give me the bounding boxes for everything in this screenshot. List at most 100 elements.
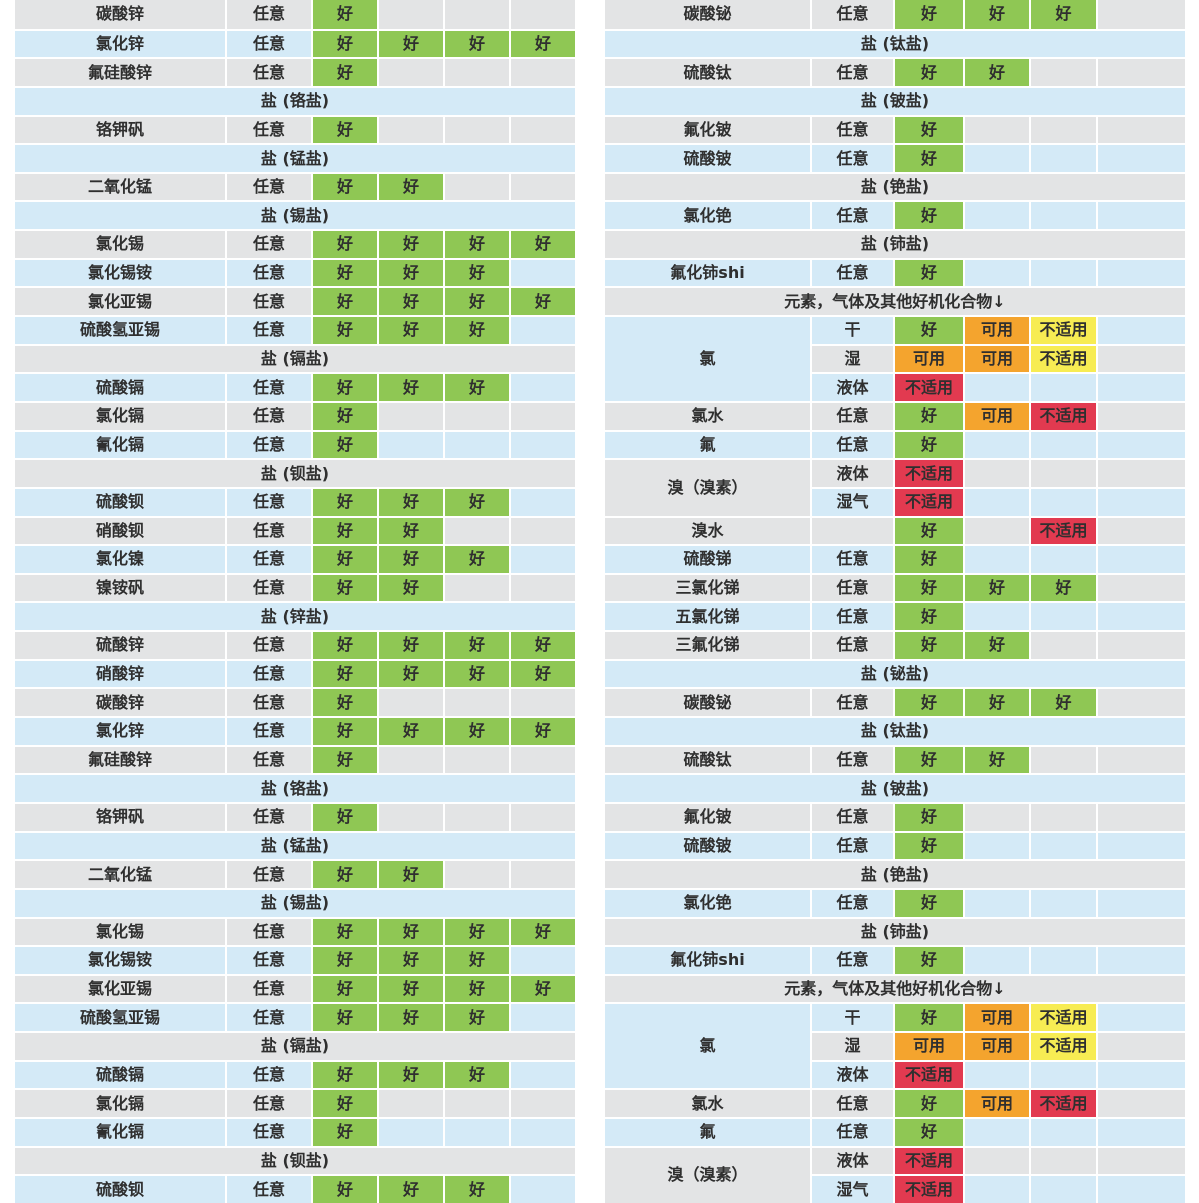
rating-cell: 好 <box>377 1176 443 1203</box>
condition: 任意 <box>810 1090 893 1117</box>
table-row-group: 溴（溴素） 液体 不适用 湿气 不适用 <box>605 1145 1185 1203</box>
rating-cell-empty <box>509 1176 575 1203</box>
rating-cell-empty <box>443 431 509 459</box>
rating-cell: 好 <box>893 746 963 774</box>
chemical-name: 氟硅酸锌 <box>15 746 225 774</box>
rating-cell: 好 <box>443 317 509 344</box>
chemical-name: 硫酸钡 <box>15 488 225 516</box>
rating-cell-empty <box>1029 59 1096 86</box>
chemical-name: 溴（溴素） <box>605 1147 810 1203</box>
table-row: 氰化镉 任意好 <box>15 1116 575 1146</box>
rating-cell-empty <box>1029 259 1096 287</box>
condition: 任意 <box>225 632 311 659</box>
rating-cell-empty <box>509 1118 575 1146</box>
section-header-row: 元素，气体及其他好机化合物↓ <box>605 973 1185 1003</box>
table-row: 硫酸钡 任意好好好 <box>15 486 575 516</box>
rating-cell: 好 <box>377 1004 443 1032</box>
rating-cell-empty <box>963 546 1029 573</box>
table-row: 氯化锡铵 任意好好好 <box>15 945 575 974</box>
rating-cell-empty <box>443 517 509 545</box>
condition: 任意 <box>225 173 311 201</box>
rating-cell: 好 <box>443 660 509 688</box>
rating-cell: 不适用 <box>1029 517 1096 545</box>
rating-cell: 好 <box>893 1118 963 1146</box>
table-row: 氯化铯 任意好 <box>605 200 1185 230</box>
rating-cell-empty <box>963 832 1029 860</box>
section-title: 盐 (铬盐) <box>15 775 575 802</box>
section-header-row: 盐 (铯盐) <box>605 171 1185 201</box>
rating-cell: 好 <box>893 202 963 230</box>
section-title: 盐 (铈盐) <box>605 231 1185 258</box>
rating-cell: 不适用 <box>893 1061 963 1089</box>
rating-cell: 不适用 <box>1029 402 1096 430</box>
table-subrow: 液体 不适用 <box>810 1059 1185 1089</box>
rating-cell-empty <box>509 402 575 430</box>
rating-cell-empty <box>1096 632 1185 659</box>
rating-cell-empty <box>377 59 443 86</box>
rating-cell-empty <box>963 889 1029 917</box>
section-title: 盐 (镉盐) <box>15 345 575 373</box>
table-row: 碳酸铋 任意好好好 <box>605 687 1185 717</box>
rating-cell: 好 <box>963 574 1029 602</box>
rating-cell-empty <box>963 517 1029 545</box>
table-row: 硫酸镉 任意好好好 <box>15 1059 575 1089</box>
table-row: 氯化亚锡 任意好好好好 <box>15 286 575 316</box>
table-row: 氟硅酸锌 任意好 <box>15 744 575 774</box>
table-row: 铬钾矾 任意好 <box>15 801 575 831</box>
rating-cell: 好 <box>377 517 443 545</box>
rating-cell-empty <box>963 259 1029 287</box>
group-subrows: 干好可用 不适用湿可用 可用 不适用 液体 不适用 <box>810 317 1185 401</box>
rating-cell-empty <box>1096 546 1185 573</box>
chemical-name: 硫酸锑 <box>605 546 810 573</box>
rating-cell: 好 <box>377 947 443 974</box>
rating-cell: 好 <box>509 975 575 1003</box>
rating-cell-empty <box>1029 374 1096 401</box>
section-header-row: 盐 (钛盐) <box>605 716 1185 745</box>
table-row: 硫酸氢亚锡 任意好好好 <box>15 1002 575 1032</box>
rating-cell-empty <box>509 59 575 86</box>
rating-cell: 好 <box>377 173 443 201</box>
section-header-row: 盐 (铋盐) <box>605 658 1185 688</box>
table-row: 氯化锌 任意好好好好 <box>15 28 575 58</box>
section-header-row: 盐 (钛盐) <box>605 28 1185 58</box>
chemical-name: 氟化铈shi <box>605 259 810 287</box>
chemical-name: 氯化锌 <box>15 718 225 745</box>
chemical-name: 氯化亚锡 <box>15 288 225 316</box>
rating-cell-empty <box>1096 402 1185 430</box>
table-row-group: 氯干好可用 不适用湿可用 可用 不适用 液体 不适用 <box>605 315 1185 401</box>
rating-cell: 好 <box>443 259 509 287</box>
rating-cell: 好 <box>509 30 575 58</box>
rating-cell: 可用 <box>893 345 963 373</box>
condition: 任意 <box>810 202 893 230</box>
rating-cell-empty <box>963 1061 1029 1089</box>
rating-cell: 好 <box>893 317 963 344</box>
rating-cell: 好 <box>311 1090 377 1117</box>
rating-cell: 好 <box>311 718 377 745</box>
rating-cell: 好 <box>311 546 377 573</box>
rating-cell: 好 <box>311 947 377 974</box>
section-title: 盐 (铍盐) <box>605 87 1185 115</box>
condition: 任意 <box>225 59 311 86</box>
rating-cell: 好 <box>893 517 963 545</box>
condition: 任意 <box>225 861 311 888</box>
rating-cell-empty <box>509 1090 575 1117</box>
rating-cell: 好 <box>443 918 509 946</box>
rating-cell-empty <box>1096 431 1185 459</box>
rating-cell: 好 <box>509 718 575 745</box>
table-subrow: 干好可用 不适用 <box>810 1004 1185 1032</box>
rating-cell-empty <box>1096 689 1185 717</box>
rating-cell-empty <box>1096 0 1185 29</box>
rating-cell-empty <box>1029 947 1096 974</box>
condition: 任意 <box>810 603 893 631</box>
rating-cell-empty <box>1096 488 1185 516</box>
condition: 任意 <box>225 803 311 831</box>
rating-cell-empty <box>443 803 509 831</box>
chemical-name: 氟硅酸锌 <box>15 59 225 86</box>
rating-cell: 好 <box>311 660 377 688</box>
table-subrow: 液体 不适用 <box>810 1147 1185 1175</box>
rating-cell-empty <box>1029 603 1096 631</box>
condition: 液体 <box>810 1061 893 1089</box>
rating-cell-empty <box>963 202 1029 230</box>
table-row: 碳酸铋 任意好好好 <box>605 0 1185 29</box>
condition: 任意 <box>225 259 311 287</box>
